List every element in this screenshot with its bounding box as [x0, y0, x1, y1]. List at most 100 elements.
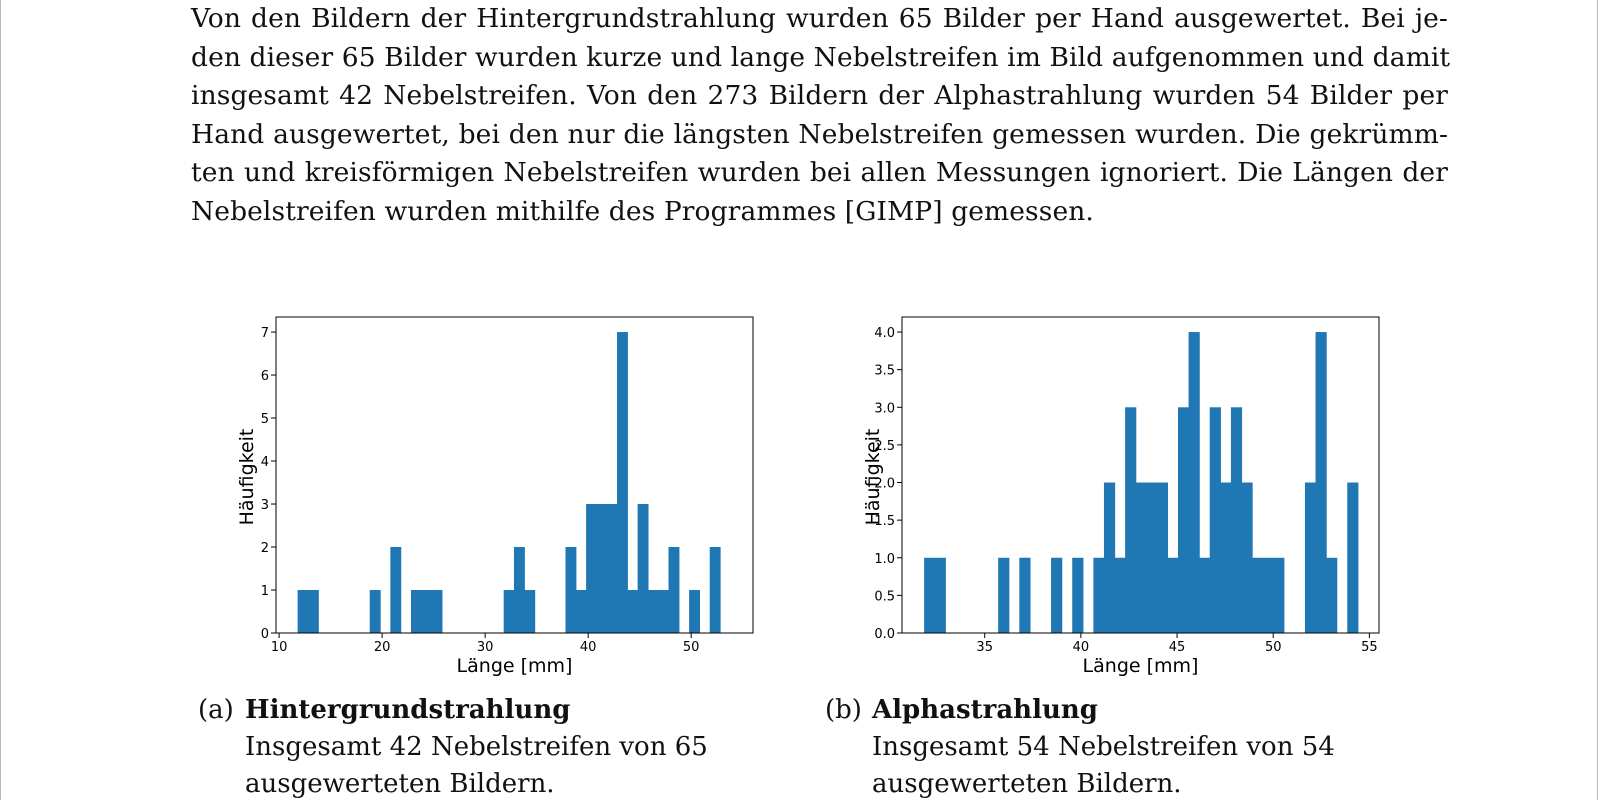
hist-b-bar: [1230, 407, 1243, 633]
hist-b-bar: [1156, 482, 1169, 633]
hist-a-bar: [410, 590, 422, 633]
paragraph-line: den dieser 65 Bilder wurden kurze und la…: [191, 41, 1451, 73]
hist-a-xtick-label: 20: [374, 640, 391, 655]
caption-b-title: Alphastrahlung: [872, 695, 1098, 725]
hist-b-bar: [1188, 332, 1200, 633]
hist-b-bar: [1304, 482, 1317, 633]
hist-b-bar: [1178, 407, 1190, 633]
hist-b-bar: [1347, 482, 1359, 633]
hist-a-ytick-label: 5: [261, 412, 269, 427]
hist-a-bar: [513, 547, 525, 633]
hist-a-bar: [307, 590, 319, 633]
hist-b-bar: [1167, 557, 1179, 633]
hist-b-bar: [1093, 557, 1105, 633]
hist-b-bar: [1273, 557, 1285, 633]
hist-a-bar: [369, 590, 381, 633]
hist-b-axes-frame: [901, 316, 1380, 634]
hist-a: 10 20 30 40 50 0 1 2 3 4 5 6 7 Länge [mm] Häufigkeit: [236, 316, 754, 677]
hist-a-bar: [390, 547, 402, 633]
hist-a-bar: [617, 332, 628, 633]
hist-b-bar: [1072, 557, 1084, 633]
paragraph-line: ten und kreisförmigen Nebelstreifen wurd…: [191, 157, 1448, 189]
hist-b-ytick-label: 3.5: [874, 364, 895, 379]
hist-a-bar: [421, 590, 433, 633]
caption-b-tag: (b): [825, 695, 862, 725]
hist-b-xlabel: Länge [mm]: [1083, 655, 1199, 677]
hist-a-xtick-label: 10: [271, 640, 288, 655]
hist-a-bar: [689, 590, 701, 633]
hist-b-bar: [1019, 557, 1031, 633]
paragraph-line: Hand ausgewertet, bei den nur die längst…: [191, 118, 1448, 150]
caption-a-tag: (a): [198, 695, 234, 725]
hist-a-bar: [647, 590, 659, 633]
hist-b-ytick-label: 1.5: [874, 514, 895, 529]
hist-b-bar: [1220, 482, 1232, 633]
caption-b: (b) Alphastrahlung Insgesamt 54 Nebelstr…: [825, 692, 1425, 803]
hist-b-bar: [934, 557, 946, 633]
hist-b-bar: [1125, 407, 1137, 633]
hist-b-xtick-label: 55: [1361, 640, 1378, 655]
hist-a-bar: [565, 547, 577, 633]
hist-a-bar: [668, 547, 680, 633]
hist-a-bar: [586, 504, 597, 633]
caption-a-line1: Insgesamt 42 Nebelstreifen von 65: [245, 732, 708, 762]
hist-b-bar: [1326, 557, 1338, 633]
paragraph-line: Nebelstreifen wurden mithilfe des Progra…: [191, 195, 1094, 227]
hist-a-bar: [606, 504, 618, 633]
hist-b-ylabel: Häufigkeit: [862, 429, 884, 526]
body-paragraph: Von den Bildern der Hintergrundstrahlung…: [191, 0, 1451, 232]
caption-a-title: Hintergrundstrahlung: [245, 695, 571, 725]
hist-b-ytick-label: 2.0: [874, 477, 895, 492]
hist-a-xlabel: Länge [mm]: [457, 655, 573, 677]
hist-a-bar: [575, 590, 587, 633]
hist-b-bar: [1199, 557, 1211, 633]
hist-b-bar: [924, 557, 936, 633]
hist-a-bar: [431, 590, 443, 633]
hist-a-bar: [658, 590, 670, 633]
hist-b-bar: [1146, 482, 1158, 633]
hist-b-bar: [1135, 482, 1147, 633]
hist-a-bar: [524, 590, 536, 633]
hist-b-bar: [1241, 482, 1253, 633]
hist-b-xtick-label: 40: [1073, 640, 1090, 655]
hist-a-bar: [709, 547, 721, 633]
hist-b-bar: [1315, 332, 1327, 633]
hist-b-ytick-label: 0.5: [874, 589, 895, 604]
hist-b: 35 40 45 50 55 0.0 0.5 1.0 1.5 2.0 2.5 3.0 3.5 4.0 Län…: [862, 316, 1380, 677]
hist-b-bar: [1262, 557, 1274, 633]
hist-a-axes-frame: [275, 316, 754, 634]
hist-b-ytick-label: 4.0: [874, 326, 895, 341]
hist-b-bar: [1209, 407, 1221, 633]
hist-b-bar: [1252, 557, 1264, 633]
hist-a-ytick-label: 3: [261, 498, 269, 513]
caption-b-line1: Insgesamt 54 Nebelstreifen von 54: [872, 732, 1335, 762]
hist-b-xtick-label: 45: [1169, 640, 1186, 655]
caption-a-line2: ausgewerteten Bildern.: [245, 769, 555, 799]
hist-a-xtick-label: 50: [683, 640, 700, 655]
hist-a-ytick-label: 4: [261, 455, 269, 470]
hist-a-bar: [503, 590, 515, 633]
hist-b-bar: [998, 557, 1010, 633]
hist-b-bar: [1114, 557, 1126, 633]
hist-b-xtick-label: 35: [976, 640, 993, 655]
hist-a-bar: [637, 504, 649, 633]
hist-a-ytick-label: 6: [261, 369, 269, 384]
hist-b-xtick-label: 50: [1265, 640, 1282, 655]
paragraph-line: Von den Bildern der Hintergrundstrahlung…: [191, 3, 1448, 34]
paragraph-line: insgesamt 42 Nebelstreifen. Von den 273 …: [191, 80, 1448, 112]
hist-a-bar: [596, 504, 608, 633]
hist-b-ytick-label: 1.0: [874, 552, 895, 567]
hist-a-ytick-label: 7: [261, 326, 269, 341]
hist-a-bar: [627, 590, 639, 633]
hist-b-bar: [1103, 482, 1116, 633]
hist-b-bar: [1051, 557, 1063, 633]
hist-a-ytick-label: 2: [261, 541, 269, 556]
hist-a-xtick-label: 40: [580, 640, 597, 655]
hist-a-ylabel: Häufigkeit: [236, 429, 258, 526]
hist-a-ytick-label: 0: [261, 627, 269, 642]
caption-a: (a) Hintergrundstrahlung Insgesamt 42 Ne…: [198, 692, 798, 803]
hist-b-ytick-label: 2.5: [874, 439, 895, 454]
hist-a-ytick-label: 1: [261, 584, 269, 599]
hist-b-ytick-label: 3.0: [874, 401, 895, 416]
